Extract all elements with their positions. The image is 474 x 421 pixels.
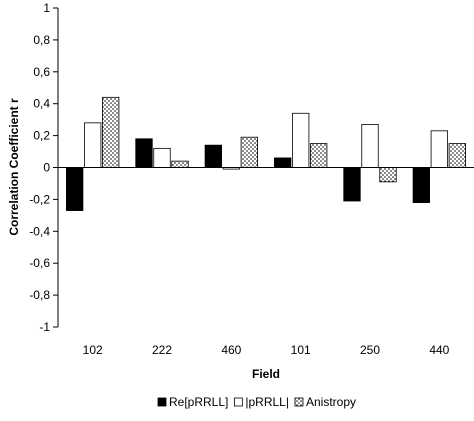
y-tick-label: 0,2 xyxy=(33,129,50,143)
legend-swatch xyxy=(157,397,167,407)
legend-label: Re[pRRLL] xyxy=(169,395,228,409)
bar-abs-prrll-440 xyxy=(430,130,448,168)
y-tick-label: -0,6 xyxy=(29,256,50,270)
y-tick-label: -1 xyxy=(39,320,50,334)
axes xyxy=(57,8,474,327)
bar-re-prrll-440 xyxy=(412,167,430,203)
legend-label: Anistropy xyxy=(306,395,356,409)
x-tick-label: 250 xyxy=(360,343,380,357)
x-tick-label: 222 xyxy=(152,343,172,357)
bar-abs-prrll-250 xyxy=(361,124,379,168)
bar-re-prrll-250 xyxy=(343,167,361,202)
bar-re-prrll-101 xyxy=(274,157,292,168)
bar-re-prrll-460 xyxy=(204,144,222,168)
bar-abs-prrll-101 xyxy=(292,112,310,168)
y-tick-label: 0 xyxy=(43,161,50,175)
y-tick-label: -0,4 xyxy=(29,224,50,238)
x-tick-label: 102 xyxy=(83,343,103,357)
bar-anistropy-460 xyxy=(240,136,258,168)
bar-re-prrll-222 xyxy=(135,138,153,168)
y-tick-label: -0,8 xyxy=(29,288,50,302)
bar-anistropy-102 xyxy=(102,96,120,168)
x-tick-label: 460 xyxy=(221,343,241,357)
y-tick-label: 0,8 xyxy=(33,33,50,47)
bars-group xyxy=(66,96,466,211)
legend-swatch xyxy=(233,397,243,407)
legend-swatch xyxy=(294,397,304,407)
y-tick-label: 1 xyxy=(43,1,50,15)
x-axis: 102 222 460 101 250 440 xyxy=(83,343,450,357)
bar-abs-prrll-222 xyxy=(153,147,171,168)
bar-re-prrll-102 xyxy=(66,167,84,211)
legend-label: |pRRLL| xyxy=(245,395,289,409)
y-tick-label: 0,6 xyxy=(33,65,50,79)
x-tick-label: 101 xyxy=(291,343,311,357)
y-tick-label: -0,2 xyxy=(29,192,50,206)
bar-abs-prrll-102 xyxy=(84,122,102,168)
bar-anistropy-250 xyxy=(379,167,397,183)
y-axis: -1 -0,8 -0,6 -0,4 -0,2 0 0,2 0,4 0,6 0,8 1 xyxy=(29,1,58,334)
y-axis-title: Correlation Coefficient r xyxy=(7,98,21,236)
bar-anistropy-101 xyxy=(310,143,328,168)
y-tick-label: 0,4 xyxy=(33,97,50,111)
bar-anistropy-440 xyxy=(448,143,466,168)
x-tick-label: 440 xyxy=(429,343,449,357)
x-axis-title: Field xyxy=(252,367,280,381)
legend: Re[pRRLL] |pRRLL| Anistropy xyxy=(157,395,356,409)
bar-anistropy-222 xyxy=(171,160,189,168)
